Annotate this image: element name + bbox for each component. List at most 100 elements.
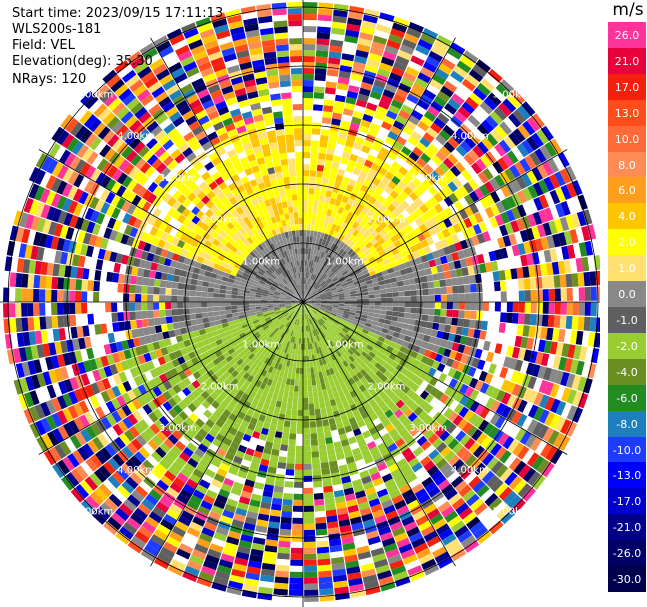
velocity-cell <box>266 279 273 284</box>
velocity-cell <box>352 360 360 368</box>
velocity-cell <box>274 292 281 296</box>
velocity-cell <box>353 428 362 437</box>
velocity-cell <box>437 501 452 513</box>
velocity-cell <box>324 159 333 167</box>
velocity-cell <box>291 303 298 307</box>
velocity-cell <box>178 276 186 284</box>
velocity-cell <box>252 280 260 285</box>
velocity-cell <box>292 517 303 524</box>
velocity-cell <box>282 288 289 293</box>
velocity-cell <box>219 79 232 90</box>
velocity-cell <box>323 314 329 319</box>
velocity-cell <box>416 451 428 462</box>
velocity-cell <box>283 270 288 277</box>
velocity-cell <box>40 417 52 433</box>
velocity-cell <box>151 236 161 247</box>
velocity-cell <box>342 400 350 409</box>
velocity-cell <box>244 256 252 264</box>
velocity-cell <box>290 310 295 316</box>
velocity-cell <box>310 336 314 343</box>
velocity-cell <box>463 375 473 386</box>
velocity-cell <box>544 381 555 396</box>
velocity-cell <box>236 358 244 366</box>
velocity-cell <box>434 353 443 363</box>
velocity-cell <box>94 406 106 419</box>
velocity-cell <box>142 392 152 404</box>
velocity-cell <box>299 272 302 279</box>
velocity-cell <box>285 256 290 263</box>
velocity-cell <box>262 311 269 315</box>
velocity-cell <box>21 303 28 317</box>
velocity-cell <box>294 385 299 392</box>
velocity-cell <box>221 172 231 182</box>
velocity-cell <box>84 411 96 425</box>
velocity-cell <box>121 446 134 459</box>
velocity-cell <box>253 365 261 373</box>
velocity-cell <box>191 422 202 433</box>
velocity-cell <box>447 471 460 484</box>
velocity-cell <box>159 442 171 454</box>
velocity-cell <box>291 373 296 380</box>
velocity-cell <box>566 389 577 405</box>
velocity-cell <box>316 328 321 334</box>
velocity-cell <box>485 516 500 530</box>
velocity-cell <box>274 576 289 584</box>
velocity-cell <box>328 533 341 541</box>
velocity-cell <box>495 402 507 416</box>
velocity-cell <box>225 418 234 427</box>
velocity-cell <box>81 279 89 291</box>
velocity-cell <box>117 293 124 302</box>
velocity-cell <box>471 429 483 441</box>
velocity-cell <box>202 281 209 287</box>
velocity-cell <box>232 159 242 169</box>
velocity-cell <box>291 299 298 302</box>
velocity-cell <box>94 487 108 502</box>
velocity-cell <box>210 116 222 126</box>
velocity-cell <box>89 491 104 506</box>
velocity-cell <box>267 303 274 306</box>
velocity-cell <box>498 322 506 334</box>
velocity-cell <box>212 238 221 247</box>
velocity-cell <box>303 74 314 81</box>
velocity-cell <box>447 438 460 450</box>
velocity-cell <box>504 323 512 334</box>
velocity-cell <box>235 365 243 374</box>
velocity-cell <box>111 312 118 323</box>
velocity-cell <box>251 398 260 407</box>
velocity-cell <box>420 440 432 451</box>
velocity-cell <box>135 158 147 170</box>
velocity-cell <box>288 230 293 238</box>
velocity-cell <box>373 313 380 318</box>
velocity-cell <box>533 406 545 421</box>
velocity-cell <box>70 326 78 339</box>
velocity-cell <box>213 532 227 542</box>
velocity-cell <box>261 304 268 307</box>
velocity-cell <box>504 422 516 436</box>
velocity-cell <box>404 521 418 532</box>
velocity-cell <box>385 457 396 468</box>
velocity-cell <box>381 473 393 483</box>
velocity-cell <box>118 64 133 79</box>
velocity-cell <box>549 414 561 429</box>
velocity-cell <box>283 390 289 397</box>
velocity-cell <box>272 8 287 16</box>
velocity-cell <box>338 519 351 527</box>
velocity-cell <box>320 462 330 469</box>
velocity-cell <box>560 371 570 387</box>
velocity-cell <box>115 197 126 210</box>
velocity-cell <box>249 47 263 56</box>
velocity-cell <box>29 422 41 439</box>
velocity-cell <box>318 371 324 379</box>
velocity-cell <box>330 550 344 559</box>
velocity-cell <box>377 570 392 580</box>
velocity-cell <box>405 66 420 77</box>
velocity-cell <box>111 120 125 134</box>
velocity-cell <box>252 348 259 356</box>
velocity-cell <box>280 158 288 166</box>
velocity-cell <box>303 403 309 410</box>
velocity-cell <box>80 349 89 361</box>
velocity-cell <box>178 543 194 555</box>
velocity-cell <box>147 310 154 319</box>
velocity-cell <box>276 135 286 142</box>
velocity-cell <box>289 427 297 434</box>
